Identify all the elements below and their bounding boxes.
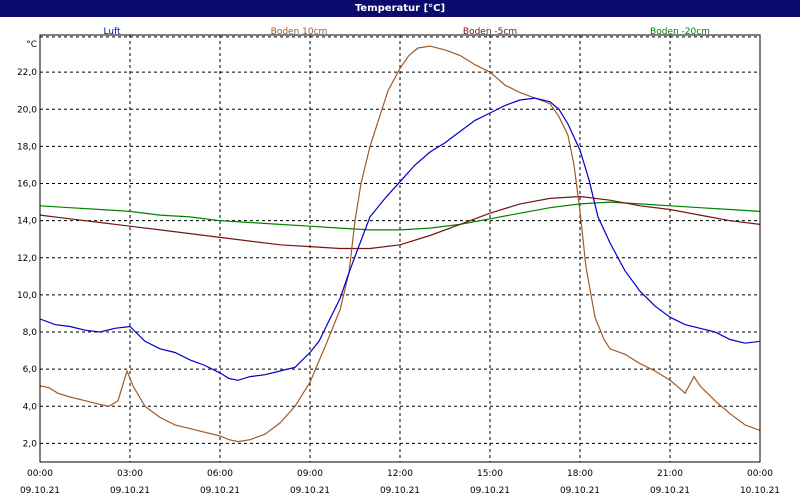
y-tick-label: 12,0 <box>17 254 37 264</box>
x-tick-date: 09.10.21 <box>380 486 420 496</box>
x-tick-date: 09.10.21 <box>200 486 240 496</box>
y-tick-label: 16,0 <box>17 180 37 190</box>
x-tick-time: 03:00 <box>117 469 143 479</box>
chart-title: Temperatur [°C] <box>0 0 800 17</box>
legend-entry: Boden -20cm <box>650 27 710 37</box>
grid <box>40 35 760 462</box>
x-tick-time: 12:00 <box>387 469 413 479</box>
y-tick-label: 4,0 <box>23 402 38 412</box>
x-tick-date: 10.10.21 <box>740 486 780 496</box>
series-line-boden-10cm <box>39 45 761 443</box>
x-tick-date: 09.10.21 <box>470 486 510 496</box>
legend: Luft Boden 10cm Boden -5cm Boden -20cm <box>103 27 710 37</box>
legend-entry: Boden 10cm <box>271 27 328 37</box>
series-group <box>39 45 761 443</box>
y-tick-label: 10,0 <box>17 291 37 301</box>
legend-entry: Luft <box>103 27 121 37</box>
axes: 2,0 4,0 6,0 8,0 10,0 12,0 14,0 16,0 18,0 20,0 22,0… <box>17 40 780 496</box>
y-tick-label: 14,0 <box>17 217 37 227</box>
x-tick-time: 06:00 <box>207 469 233 479</box>
series-line-luft <box>39 97 761 381</box>
x-tick-date: 09.10.21 <box>110 486 150 496</box>
x-tick-time: 00:00 <box>27 469 53 479</box>
y-tick-label: 2,0 <box>23 439 38 449</box>
x-tick-time: 21:00 <box>657 469 683 479</box>
series-line-boden-5cm <box>39 195 761 250</box>
x-tick-time: 00:00 <box>747 469 773 479</box>
y-tick-label: 6,0 <box>23 365 38 375</box>
x-tick-date: 09.10.21 <box>650 486 690 496</box>
series-line-boden-20cm <box>39 201 761 231</box>
plot-frame <box>39 34 761 463</box>
y-tick-label: 20,0 <box>17 105 37 115</box>
y-tick-label: 18,0 <box>17 142 37 152</box>
y-tick-label: 8,0 <box>23 328 38 338</box>
x-tick-date: 09.10.21 <box>290 486 330 496</box>
x-tick-time: 18:00 <box>567 469 593 479</box>
x-tick-time: 15:00 <box>477 469 503 479</box>
y-unit-label: °C <box>26 40 37 50</box>
x-tick-time: 09:00 <box>297 469 323 479</box>
legend-entry: Boden -5cm <box>463 27 517 37</box>
y-tick-label: 22,0 <box>17 68 37 78</box>
x-tick-date: 09.10.21 <box>20 486 60 496</box>
x-tick-date: 09.10.21 <box>560 486 600 496</box>
